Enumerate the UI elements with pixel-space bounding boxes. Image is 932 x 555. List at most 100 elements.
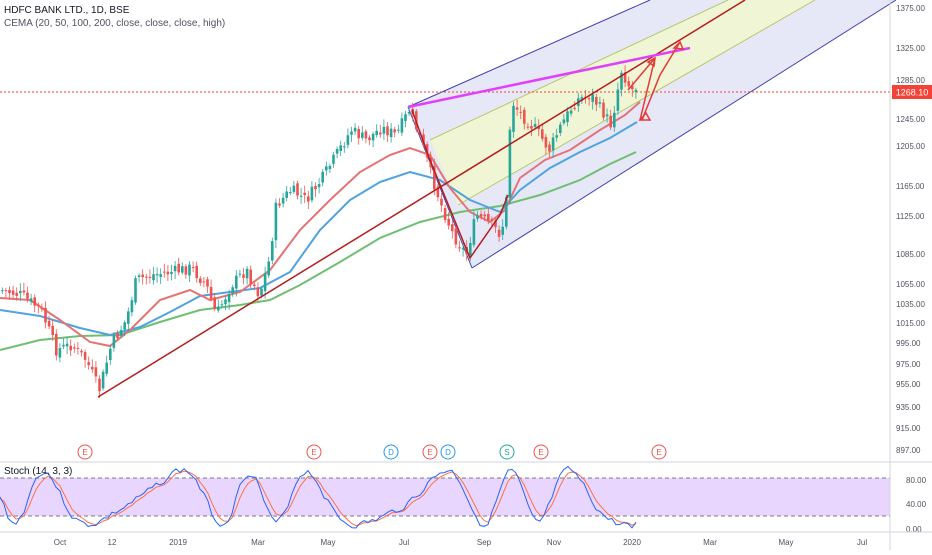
candle-body <box>634 89 638 92</box>
long-trendline <box>97 0 746 398</box>
channel-fill-outer <box>408 0 896 268</box>
event-marker[interactable]: E <box>306 444 322 460</box>
time-tick-label: 2019 <box>169 538 187 547</box>
event-marker[interactable]: D <box>383 444 399 460</box>
candle-body <box>260 288 263 296</box>
event-marker-label: S <box>504 448 509 457</box>
candle-body <box>195 265 198 279</box>
candle-body <box>562 119 566 124</box>
candle <box>238 269 242 278</box>
candle <box>137 273 141 283</box>
event-marker[interactable]: E <box>77 444 93 460</box>
candle-body <box>22 290 26 293</box>
channel-upper-line <box>407 0 651 108</box>
candle <box>454 224 458 249</box>
event-marker-label: E <box>656 448 661 457</box>
candle <box>289 187 292 196</box>
candle-body <box>494 220 497 228</box>
candle <box>314 182 317 197</box>
candle <box>173 261 177 280</box>
candle-body <box>321 171 324 183</box>
candle <box>487 207 490 225</box>
candle <box>634 87 638 99</box>
candle-body <box>55 333 58 356</box>
indicator-title[interactable]: CEMA (20, 50, 100, 200, close, close, cl… <box>4 18 226 29</box>
candle-body <box>559 124 562 133</box>
candle-body <box>613 112 616 128</box>
candle-body <box>569 110 573 114</box>
event-marker[interactable]: S <box>499 444 515 460</box>
stoch-title[interactable]: Stoch (14, 3, 3) <box>4 466 73 477</box>
candle-body <box>519 111 522 113</box>
candle-body <box>148 276 152 278</box>
candle <box>267 256 270 278</box>
candle-body <box>335 149 339 154</box>
candle-body <box>490 219 494 221</box>
candle-body <box>440 198 443 206</box>
candle-body <box>177 263 180 273</box>
candle <box>404 110 407 128</box>
candle <box>37 302 40 314</box>
candle <box>163 263 166 278</box>
candle-body <box>101 371 105 389</box>
price-tick-label: 1165.00 <box>896 182 925 191</box>
candle-body <box>404 114 407 121</box>
candle-body <box>479 213 483 217</box>
candle-body <box>537 126 540 130</box>
candle <box>472 211 476 248</box>
candle <box>559 121 562 137</box>
candle-body <box>332 154 335 164</box>
candle <box>602 98 605 121</box>
candle-body <box>433 166 436 190</box>
candle-body <box>209 286 213 299</box>
candle-body <box>422 134 425 145</box>
candle-body <box>602 102 605 118</box>
candle <box>328 163 332 174</box>
candle-body <box>271 241 274 261</box>
stoch-pane <box>0 465 890 529</box>
event-marker-circle <box>422 444 438 460</box>
candle-body <box>386 126 389 136</box>
candle-body <box>224 299 227 305</box>
candle <box>497 225 501 242</box>
stoch-band <box>0 478 890 516</box>
candle-body <box>40 308 44 310</box>
candle <box>148 269 152 284</box>
candle-body <box>346 135 350 145</box>
event-marker-circle <box>383 444 399 460</box>
time-tick-label: Oct <box>54 538 67 547</box>
price-tick-label: 1325.00 <box>896 44 925 53</box>
candle-body <box>127 311 130 324</box>
candle <box>580 94 584 105</box>
price-tick-label: 1125.00 <box>896 212 925 221</box>
last-price-label: 1268.10 <box>896 88 929 98</box>
candle <box>476 211 479 222</box>
symbol-title[interactable]: HDFC BANK LTD., 1D, BSE <box>4 5 130 16</box>
candle-body <box>591 94 594 102</box>
candle-body <box>353 127 357 132</box>
candle <box>566 107 569 127</box>
candle-body <box>91 366 94 370</box>
time-axis[interactable]: Oct 12 2019 Mar May Jul Sep Nov 2020 Mar May Jul <box>54 538 868 547</box>
candle-body <box>220 304 224 306</box>
candle <box>145 273 148 285</box>
price-axis[interactable]: 1375.00 1325.00 1285.00 1245.00 1205.00 1165.… <box>896 4 925 455</box>
candle-body <box>317 184 321 188</box>
candle <box>130 296 134 317</box>
candle <box>184 264 188 279</box>
event-marker[interactable]: D <box>440 444 456 460</box>
candle <box>317 177 321 194</box>
candle-body <box>217 306 220 311</box>
candle <box>533 117 537 130</box>
candle-body <box>379 132 382 135</box>
event-marker[interactable]: E <box>651 444 667 460</box>
event-marker[interactable]: E <box>533 444 549 460</box>
event-marker[interactable]: E <box>422 444 438 460</box>
candle-body <box>285 191 288 198</box>
candle-body <box>530 125 533 129</box>
candle-body <box>163 271 166 273</box>
arrow-head-up-1 <box>646 56 656 68</box>
candle-body <box>461 248 465 250</box>
